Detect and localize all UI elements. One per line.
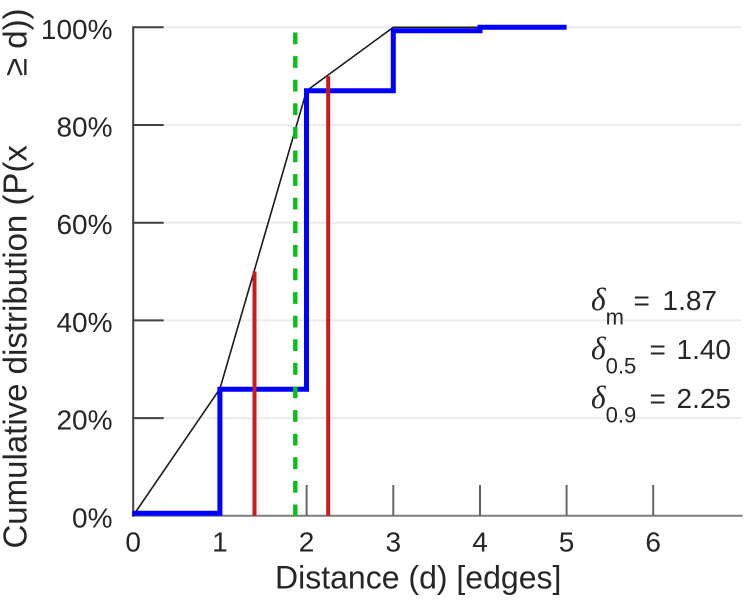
svg-text:δ0.5=1.40: δ0.5= 1.40 xyxy=(591,331,731,379)
svg-text:1: 1 xyxy=(212,527,228,558)
svg-text:Cumulative distribution (P(x≥: Cumulative distribution (P(x≥ d)) xyxy=(0,8,34,548)
svg-text:4: 4 xyxy=(472,527,488,558)
svg-text:6: 6 xyxy=(645,527,661,558)
svg-text:δm=1.87: δm= 1.87 xyxy=(591,282,717,330)
svg-text:20%: 20% xyxy=(56,405,112,436)
svg-text:δ0.9=2.25: δ0.9= 2.25 xyxy=(591,380,731,428)
svg-text:40%: 40% xyxy=(56,307,112,338)
svg-text:2: 2 xyxy=(299,527,315,558)
svg-text:0: 0 xyxy=(125,527,141,558)
svg-text:60%: 60% xyxy=(56,209,112,240)
svg-text:5: 5 xyxy=(559,527,575,558)
svg-text:3: 3 xyxy=(386,527,402,558)
svg-text:Distance (d) [edges]: Distance (d) [edges] xyxy=(275,560,561,596)
svg-text:100%: 100% xyxy=(41,14,113,45)
svg-text:80%: 80% xyxy=(56,112,112,143)
svg-text:0%: 0% xyxy=(72,502,112,533)
